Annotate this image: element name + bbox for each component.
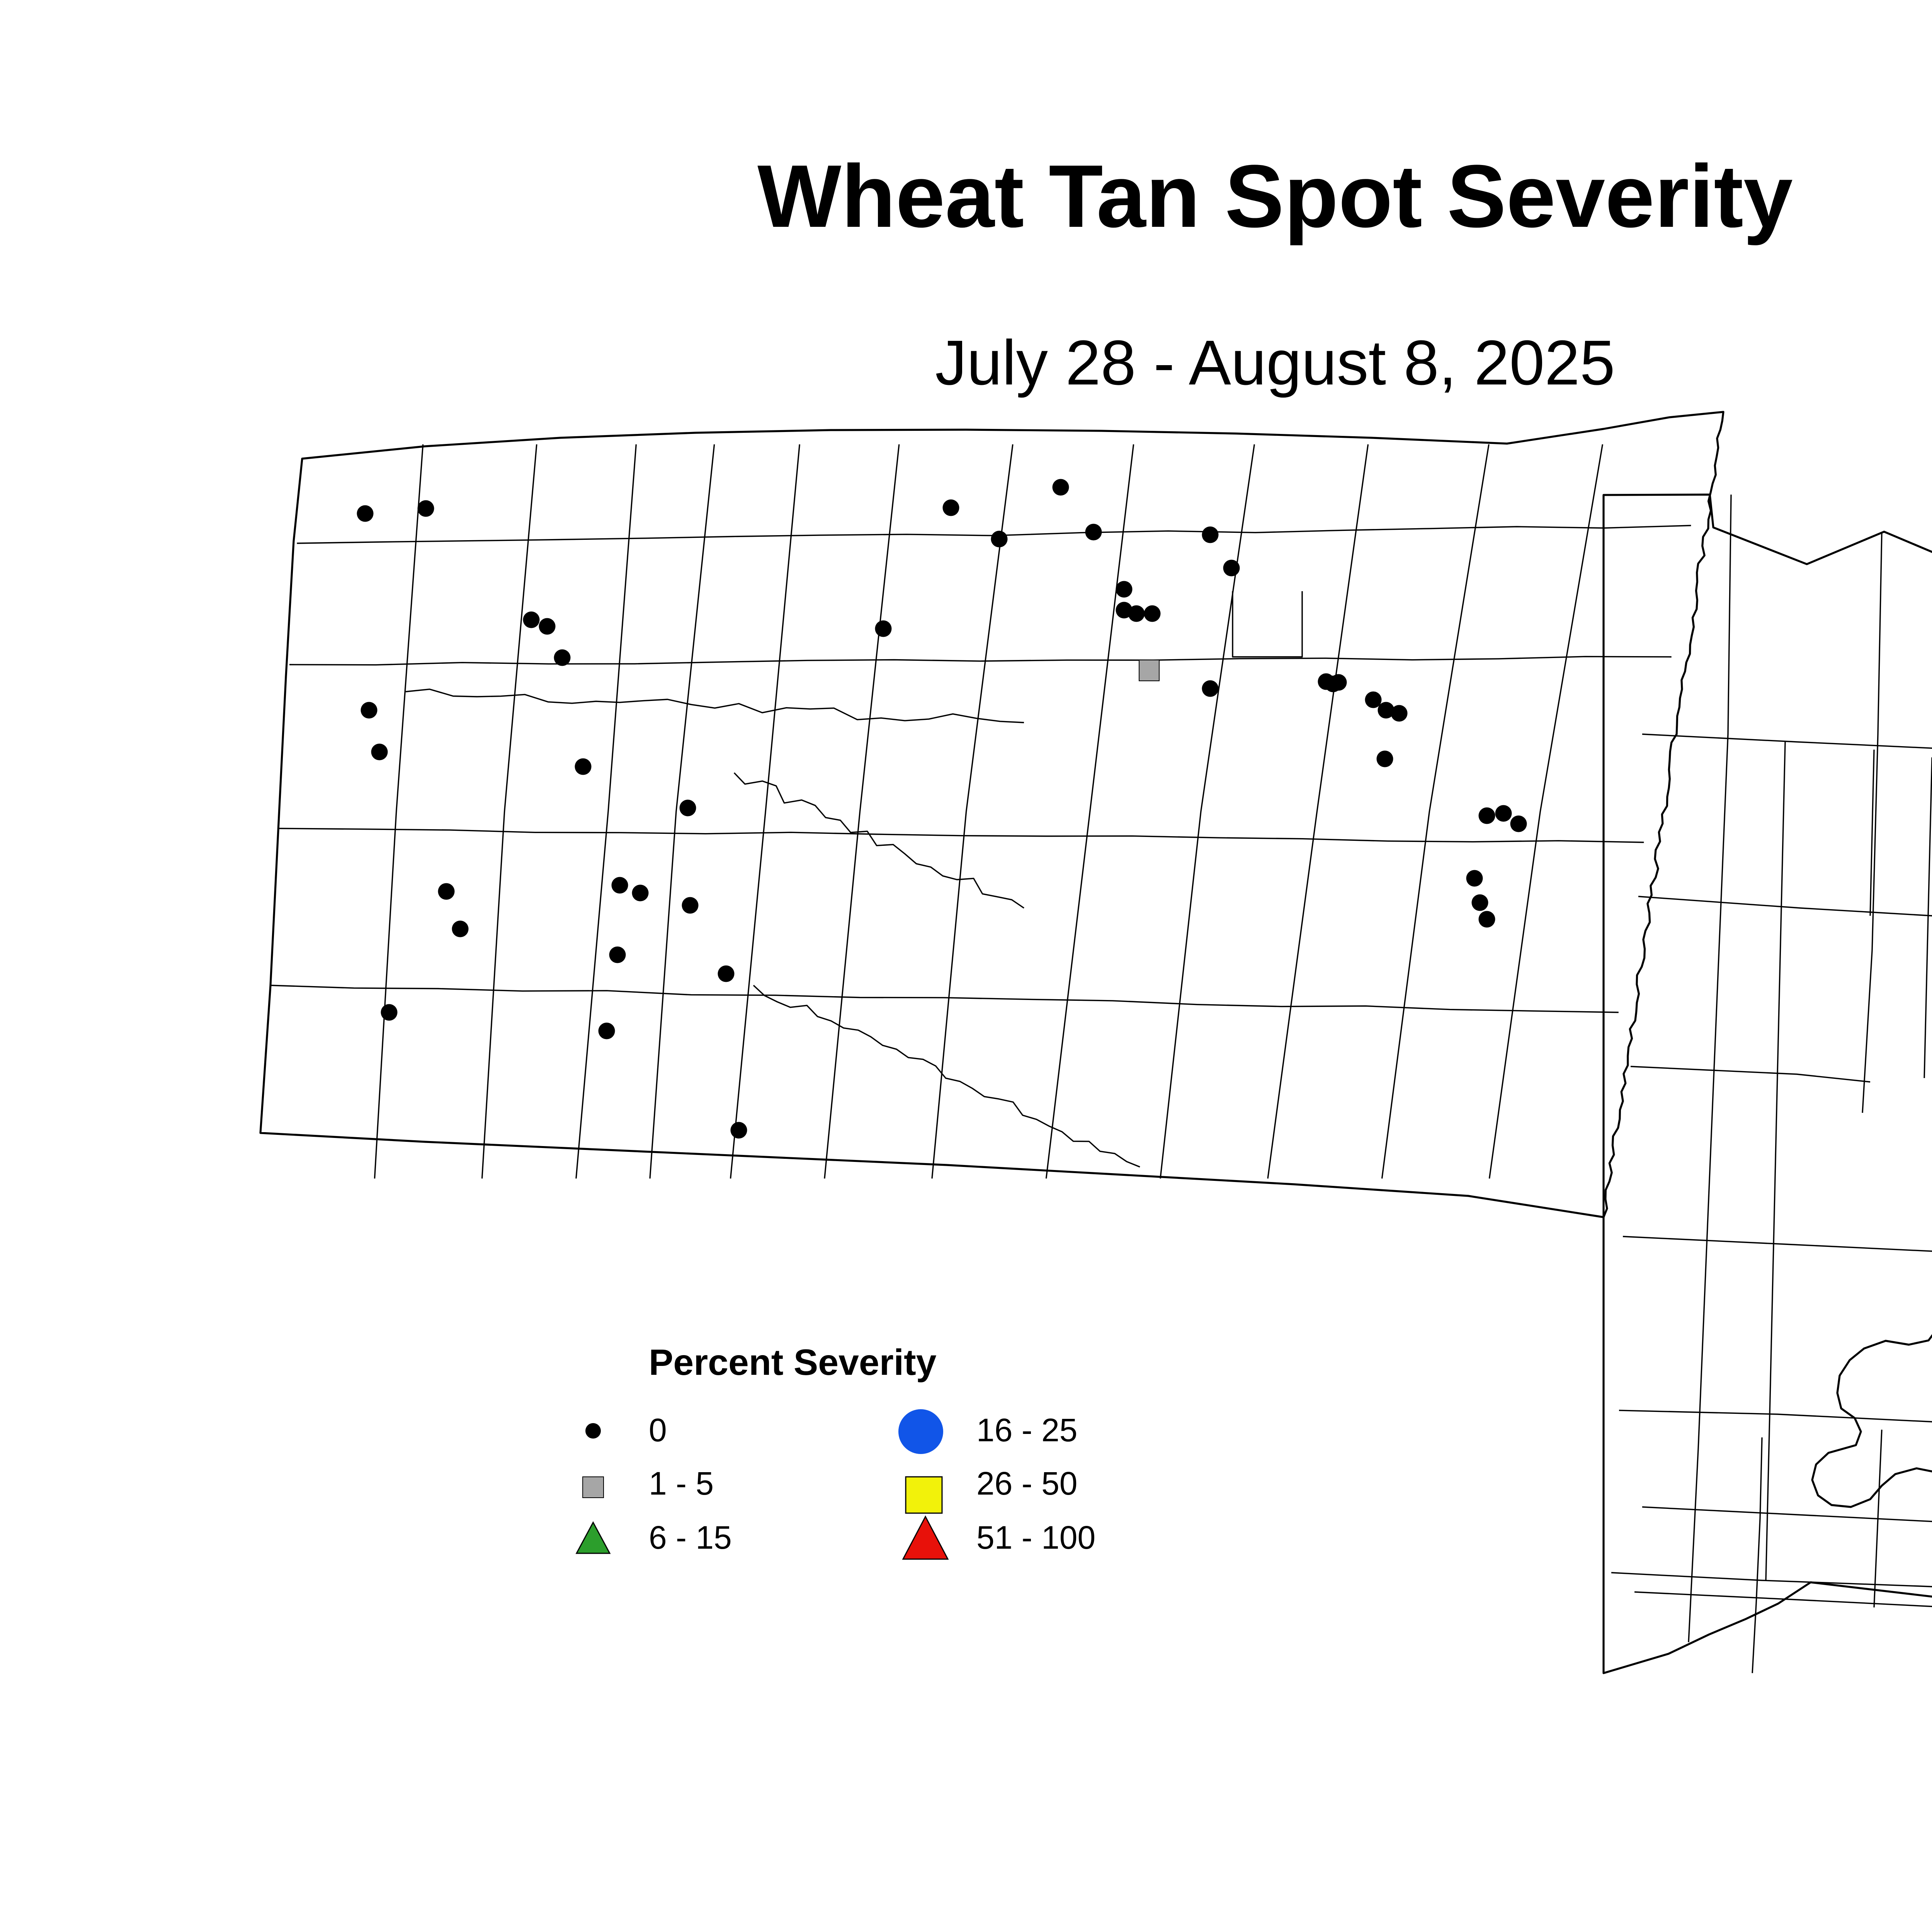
svg-text:16 - 25: 16 - 25 xyxy=(976,1412,1078,1448)
svg-text:26 - 50: 26 - 50 xyxy=(976,1465,1078,1502)
svg-text:0: 0 xyxy=(649,1412,667,1448)
svg-text:51 - 100: 51 - 100 xyxy=(976,1519,1095,1556)
svg-text:6 - 15: 6 - 15 xyxy=(649,1519,732,1556)
svg-text:Percent Severity: Percent Severity xyxy=(649,1342,937,1383)
svg-text:1 - 5: 1 - 5 xyxy=(649,1465,714,1502)
